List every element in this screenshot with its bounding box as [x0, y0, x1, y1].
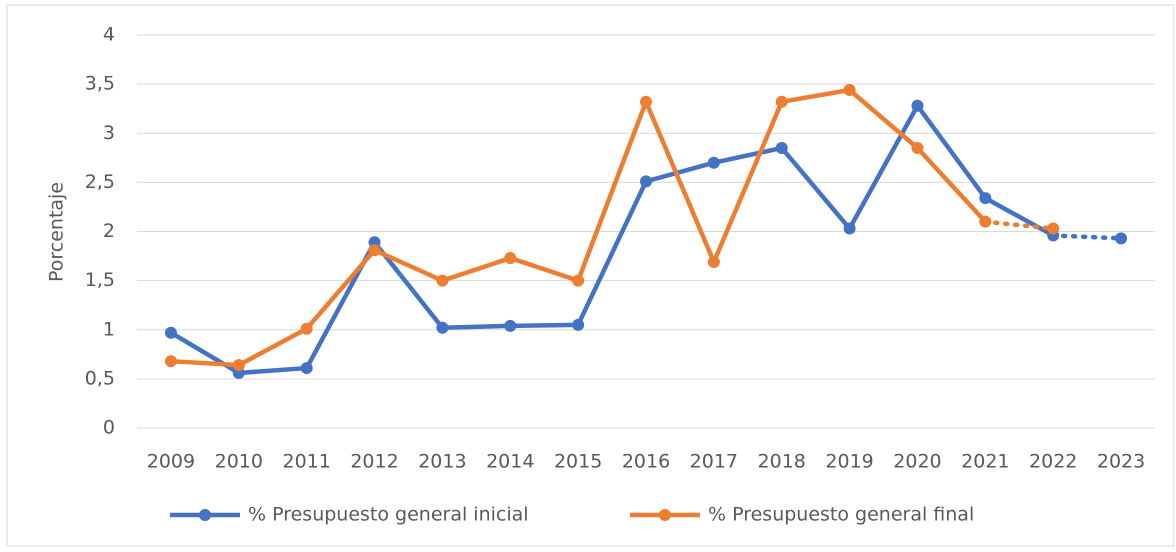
marker — [232, 359, 245, 372]
y-tick-label: 1,5 — [85, 269, 115, 291]
marker — [640, 95, 652, 108]
x-tick-label: 2011 — [282, 451, 330, 473]
marker — [572, 318, 585, 331]
marker — [911, 141, 924, 154]
marker — [911, 99, 924, 112]
line — [168, 103, 1056, 376]
y-tick-label: 0,5 — [85, 367, 115, 389]
y-tick-label: 2,5 — [85, 171, 115, 193]
y-tick-label: 2 — [103, 220, 115, 242]
marker — [164, 326, 177, 339]
x-tick-label: 2014 — [486, 451, 534, 473]
line-projection — [1050, 233, 1124, 241]
marker — [843, 222, 856, 235]
x-tick-label: 2010 — [215, 451, 263, 473]
x-tick-label: 2012 — [350, 451, 398, 473]
chart-border — [6, 4, 1175, 547]
marker — [979, 215, 992, 228]
y-tick-label: 3 — [103, 122, 115, 144]
marker — [436, 274, 449, 287]
x-tick-label: 2023 — [1097, 451, 1145, 473]
marker — [572, 274, 585, 287]
marker — [504, 319, 517, 332]
x-tick-label: 2017 — [690, 451, 738, 473]
marker — [164, 355, 177, 368]
marker — [979, 192, 992, 205]
marker — [775, 141, 788, 154]
legend-label: % Presupuesto general inicial — [248, 504, 529, 526]
x-tick-label: 2013 — [418, 451, 466, 473]
marker — [1115, 232, 1128, 245]
marker — [707, 255, 720, 268]
marker — [843, 84, 856, 97]
x-tick-label: 2018 — [758, 451, 806, 473]
line-projection — [983, 219, 1056, 231]
marker — [640, 175, 652, 188]
marker — [707, 156, 720, 169]
y-axis-title: Porcentaje — [46, 182, 68, 282]
marker — [300, 362, 313, 375]
legend-marker — [199, 509, 211, 521]
x-tick-label: 2022 — [1029, 451, 1077, 473]
legend-label: % Presupuesto general final — [708, 504, 974, 526]
x-tick-label: 2020 — [893, 451, 941, 473]
marker — [1047, 222, 1060, 235]
x-tick-label: 2019 — [825, 451, 873, 473]
y-tick-label: 0 — [103, 417, 115, 439]
marker — [368, 244, 381, 257]
y-tick-label: 1 — [103, 318, 115, 340]
marker — [436, 321, 449, 334]
x-tick-label: 2016 — [622, 451, 670, 473]
marker — [775, 95, 788, 108]
y-tick-label: 4 — [103, 24, 115, 46]
y-tick-label: 3,5 — [85, 73, 115, 95]
legend-marker — [659, 509, 671, 521]
x-tick-label: 2009 — [147, 451, 195, 473]
x-tick-label: 2021 — [961, 451, 1009, 473]
marker — [504, 252, 517, 265]
x-tick-label: 2015 — [554, 451, 602, 473]
marker — [300, 322, 313, 335]
